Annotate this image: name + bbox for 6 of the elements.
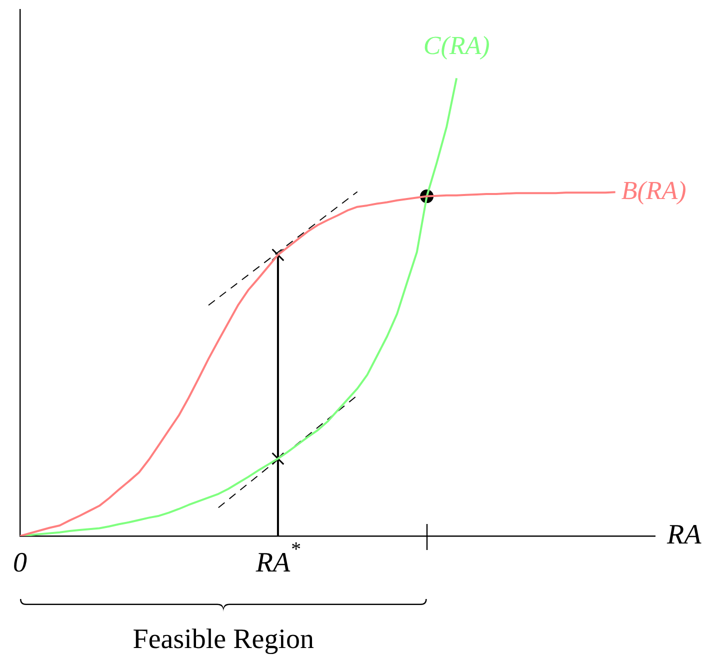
x-axis-title: RA: [666, 519, 702, 550]
text: Feasible Region: [132, 624, 314, 656]
x-tick-label: RA*: [254, 538, 300, 578]
series-label: B(RA): [621, 176, 686, 205]
x-tick-label: 0: [13, 547, 27, 578]
series-label: C(RA): [423, 31, 490, 60]
